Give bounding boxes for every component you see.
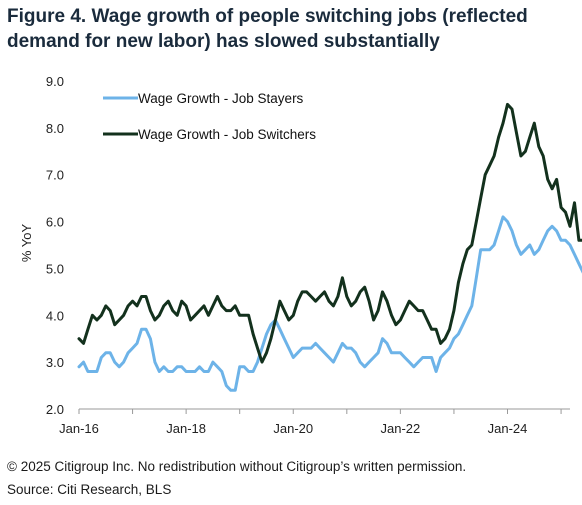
y-tick-label: 7.0 [46, 168, 64, 183]
x-tick-label: Jan-22 [381, 421, 421, 436]
series-line-job-stayers [77, 215, 582, 392]
legend: Wage Growth - Job Stayers Wage Growth - J… [103, 91, 316, 142]
y-tick-label: 8.0 [46, 121, 64, 136]
y-tick-label: 2.0 [46, 402, 64, 417]
y-axis-ticks: 2.0 3.0 4.0 5.0 6.0 7.0 8.0 9.0 [46, 74, 64, 417]
y-tick-label: 4.0 [46, 308, 64, 323]
x-tick-label: Jan-16 [59, 421, 99, 436]
legend-label: Wage Growth - Job Switchers [138, 127, 316, 142]
x-tick-label: Jan-18 [166, 421, 206, 436]
y-tick-label: 9.0 [46, 74, 64, 89]
y-tick-label: 5.0 [46, 261, 64, 276]
series-lines [77, 102, 582, 392]
chart-title: Figure 4. Wage growth of people switchin… [7, 6, 528, 52]
x-tick-label: Jan-24 [488, 421, 528, 436]
copyright-notice: © 2025 Citigroup Inc. No redistribution … [7, 459, 467, 474]
source-note: Source: Citi Research, BLS [7, 482, 172, 497]
series-line-job-switchers [77, 102, 582, 364]
y-tick-label: 6.0 [46, 215, 64, 230]
x-axis-ticks: Jan-16 Jan-18 Jan-20 Jan-22 Jan-24 [59, 409, 562, 436]
legend-label: Wage Growth - Job Stayers [138, 91, 304, 106]
y-tick-label: 3.0 [46, 355, 64, 370]
x-tick-label: Jan-20 [273, 421, 313, 436]
y-axis-label: % YoY [19, 224, 34, 263]
